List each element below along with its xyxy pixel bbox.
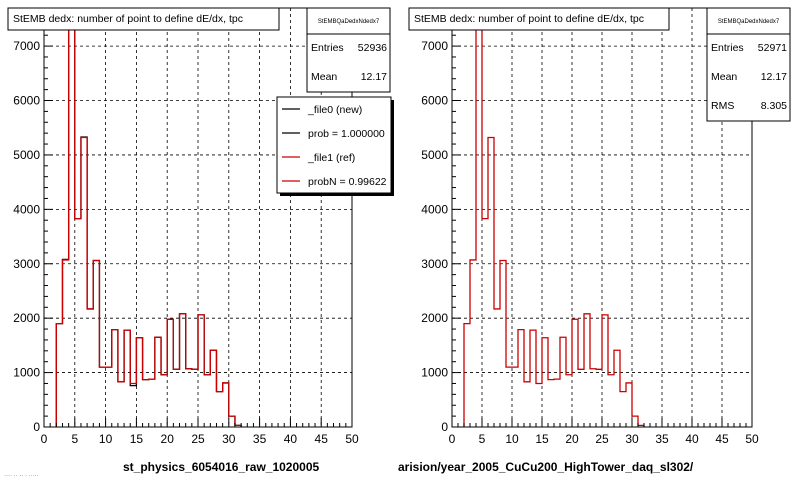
right-y-tick-label: 6000: [421, 94, 448, 108]
right-y-tick-label: 7000: [421, 39, 448, 53]
left-stats-name: StEMBQaDedxNdedx7: [318, 19, 380, 25]
left-legend-label: _file0 (new): [307, 104, 362, 116]
left-chart-title: StEMB dedx: number of point to define dE…: [13, 13, 243, 25]
right-x-tick-label: 40: [685, 432, 699, 446]
left-stats-label: Mean: [311, 71, 337, 83]
left-axes: 0 5 10 15 20 25 30 35 40 45 50 0 1000 2000 3000 4000 500…: [13, 7, 359, 446]
right-y-tick-label: 4000: [421, 202, 448, 216]
left-x-tick-label: 20: [161, 432, 175, 446]
right-y-tick-label: 2000: [421, 311, 448, 325]
right-y-tick-label: 5000: [421, 148, 448, 162]
left-legend-label: _file1 (ref): [307, 152, 355, 164]
footer-left-label: st_physics_6054016_raw_1020005: [123, 460, 319, 474]
right-stats-frame: [706, 7, 791, 122]
right-stats-name: StEMBQaDedxNdedx7: [718, 19, 780, 25]
left-legend-label: probN = 0.99622: [308, 176, 387, 188]
left-title-box: StEMB dedx: number of point to define dE…: [7, 7, 280, 31]
right-axes: 0 5 10 15 20 25 30 35 40 45 50 0 1000 2000 3000 4000 500…: [421, 7, 759, 446]
footer-right-label: arision/year_2005_CuCu200_HighTower_daq_…: [398, 460, 694, 474]
left-x-tick-label: 30: [222, 432, 236, 446]
left-stats-label: Entries: [311, 42, 344, 54]
left-y-tick-label: 5000: [13, 148, 40, 162]
left-x-tick-label: 25: [191, 432, 205, 446]
right-x-tick-label: 25: [595, 432, 609, 446]
left-y-tick-label: 1000: [13, 366, 40, 380]
right-x-tick-label: 15: [535, 432, 549, 446]
right-series-0-line: [463, 22, 645, 427]
right-x-tick-label: 20: [565, 432, 579, 446]
left-x-tick-label: 40: [284, 432, 298, 446]
left-x-tick-label: 45: [315, 432, 329, 446]
left-y-tick-label: 4000: [13, 202, 40, 216]
right-x-tick-label: 50: [745, 432, 759, 446]
left-stats-value: 12.17: [361, 71, 387, 83]
left-y-tick-label: 2000: [13, 311, 40, 325]
right-title-box: StEMB dedx: number of point to define dE…: [408, 7, 670, 31]
left-legend-frame: [276, 96, 392, 194]
left-y-tick-label: 3000: [13, 257, 40, 271]
right-stats-label: RMS: [711, 100, 734, 112]
left-x-tick-label: 15: [130, 432, 144, 446]
right-stats-label: Entries: [711, 42, 744, 54]
right-stats-value: 52971: [758, 42, 787, 54]
right-series-layer: [463, 22, 645, 427]
left-stats-box: StEMBQaDedxNdedx7 Entries 52936 Mean 12.17: [306, 7, 391, 93]
right-x-tick-label: 30: [625, 432, 639, 446]
left-x-tick-label: 35: [253, 432, 267, 446]
right-x-tick-label: 35: [655, 432, 669, 446]
left-x-tick-label: 10: [99, 432, 113, 446]
left-y-tick-label: 7000: [13, 39, 40, 53]
right-y-tick-label: 0: [441, 420, 448, 434]
left-legend: _file0 (new) prob = 1.000000 _file1 (ref) p…: [276, 96, 394, 196]
left-series-layer: [55, 22, 242, 427]
right-histogram-panel: 0 5 10 15 20 25 30 35 40 45 50 0 1000 2000 3000 4000 500…: [408, 7, 791, 446]
right-stats-label: Mean: [711, 71, 737, 83]
right-stats-value: 12.17: [761, 71, 787, 83]
right-stats-box: StEMBQaDedxNdedx7 Entries 52971 Mean 12.17 RM…: [706, 7, 791, 122]
right-stats-value: 8.305: [761, 100, 787, 112]
right-chart-title: StEMB dedx: number of point to define dE…: [414, 13, 644, 25]
footer-tiny-label: ···· ·· ·· · ·····: [4, 473, 39, 479]
right-y-tick-label: 3000: [421, 257, 448, 271]
left-x-tick-label: 0: [41, 432, 48, 446]
left-stats-value: 52936: [358, 42, 387, 54]
left-legend-label: prob = 1.000000: [308, 128, 385, 140]
right-y-tick-label: 1000: [421, 366, 448, 380]
right-x-tick-label: 45: [715, 432, 729, 446]
left-stats-frame: [306, 7, 391, 93]
left-histogram-panel: 0 5 10 15 20 25 30 35 40 45 50 0 1000 2000 3000 4000 500…: [7, 7, 394, 446]
left-y-tick-label: 0: [33, 420, 40, 434]
right-x-tick-label: 0: [449, 432, 456, 446]
left-y-tick-label: 6000: [13, 94, 40, 108]
right-x-tick-label: 5: [479, 432, 486, 446]
left-x-tick-label: 5: [71, 432, 78, 446]
left-series-1-line: [55, 22, 242, 427]
left-x-tick-label: 50: [345, 432, 359, 446]
right-x-tick-label: 10: [505, 432, 519, 446]
left-series-0-line: [55, 22, 242, 427]
